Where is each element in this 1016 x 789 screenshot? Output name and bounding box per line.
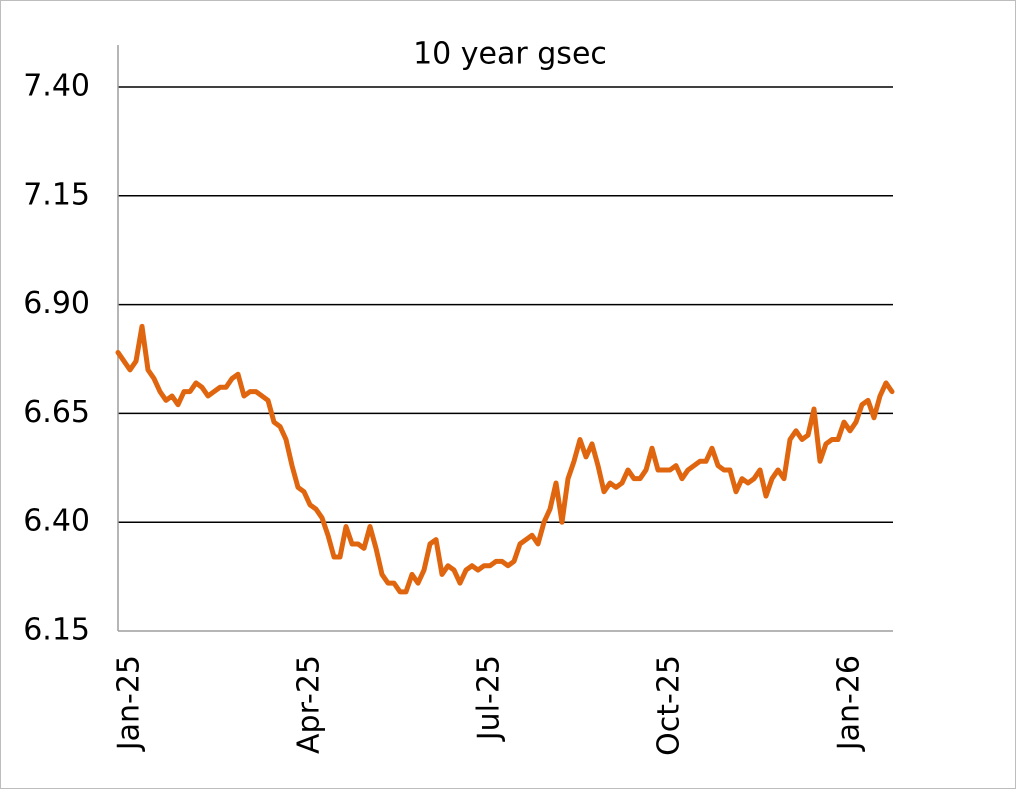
y-tick-label: 6.65: [23, 395, 90, 430]
y-tick-label: 6.90: [23, 286, 90, 321]
x-tick-label: Jan-26: [832, 655, 867, 752]
x-tick-label: Jul-25: [472, 655, 507, 742]
y-tick-label: 6.40: [23, 504, 90, 539]
x-tick-label: Apr-25: [292, 655, 327, 754]
y-tick-label: 7.40: [23, 69, 90, 104]
x-tick-label: Oct-25: [652, 655, 687, 756]
chart-title: 10 year gsec: [413, 37, 607, 72]
y-tick-label: 7.15: [23, 177, 90, 212]
x-tick-label: Jan-25: [112, 655, 147, 752]
y-tick-label: 6.15: [23, 613, 90, 648]
data-line: [115, 323, 895, 595]
